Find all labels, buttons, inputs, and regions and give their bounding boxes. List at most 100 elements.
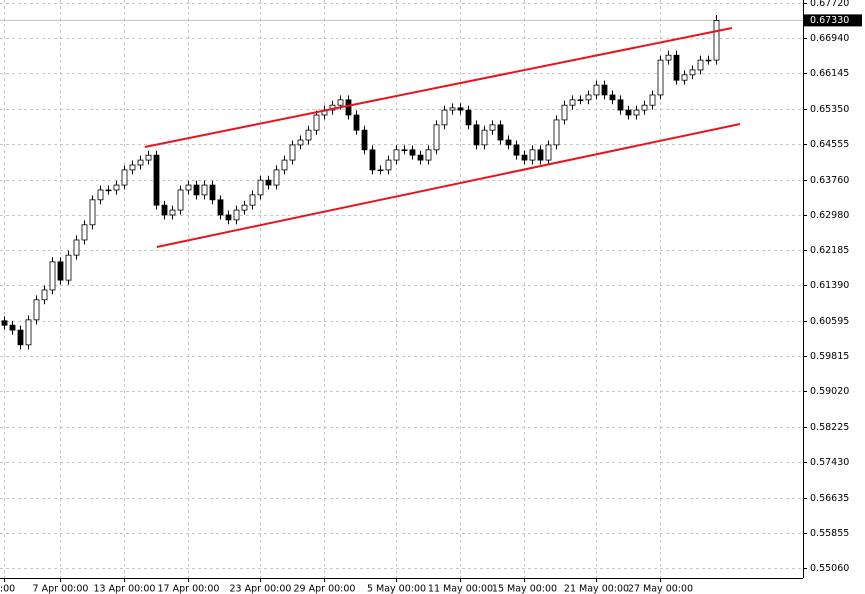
y-tick-label: 0.63760 xyxy=(810,175,849,186)
candle-body xyxy=(617,99,624,111)
y-tick-label: 0.66145 xyxy=(810,68,849,79)
x-tick-label: 15 May 00:00 xyxy=(492,584,557,594)
candle-body xyxy=(529,149,536,161)
y-tick-label: 0.64555 xyxy=(810,139,849,150)
candle-body xyxy=(57,261,64,281)
x-tick-label: 13 Apr 00:00 xyxy=(94,584,156,594)
candle-body xyxy=(681,74,688,81)
trendline xyxy=(144,27,733,148)
candle-body xyxy=(241,204,248,211)
candle-body xyxy=(481,129,488,146)
x-tick-label: 0:00 xyxy=(0,584,15,594)
y-tick-label: 0.66940 xyxy=(810,33,849,44)
candle-body xyxy=(1,320,8,326)
candle-body xyxy=(689,69,696,76)
candle-body xyxy=(569,99,576,106)
candle-body xyxy=(121,169,128,186)
y-tick-label: 0.59815 xyxy=(810,351,849,362)
candle-body xyxy=(201,184,208,196)
trendline xyxy=(156,123,741,248)
x-tick-label: 21 May 00:00 xyxy=(564,584,629,594)
candle-body xyxy=(161,204,168,216)
candle-body xyxy=(377,169,384,172)
y-tick-label: 0.62185 xyxy=(810,245,849,256)
candle-body xyxy=(177,189,184,211)
candle-body xyxy=(457,107,464,111)
y-tick-label: 0.57430 xyxy=(810,457,849,468)
candle-body xyxy=(625,109,632,116)
x-tick-label: 5 May 00:00 xyxy=(367,584,426,594)
candle-body xyxy=(673,54,680,81)
x-tick-label: 17 Apr 00:00 xyxy=(158,584,220,594)
x-tick-label: 11 May 00:00 xyxy=(428,584,493,594)
candle-body xyxy=(633,109,640,116)
y-tick-label: 0.62980 xyxy=(810,210,849,221)
candle-body xyxy=(417,154,424,161)
candle-body xyxy=(553,119,560,146)
candle-body xyxy=(25,319,32,346)
candle-body xyxy=(449,107,456,111)
candle-body xyxy=(609,94,616,101)
x-tick-label: 27 May 00:00 xyxy=(628,584,693,594)
y-tick-label: 0.67720 xyxy=(810,0,849,9)
candle-body xyxy=(537,149,544,161)
x-tick-label: 7 Apr 00:00 xyxy=(33,584,89,594)
candle-body xyxy=(409,149,416,156)
candle-body xyxy=(185,184,192,191)
candle-body xyxy=(649,94,656,106)
candle-body xyxy=(65,254,72,281)
candle-body xyxy=(433,124,440,151)
candle-body xyxy=(345,99,352,116)
candle-body xyxy=(697,59,704,71)
candle-body xyxy=(97,189,104,201)
candle-body xyxy=(337,99,344,106)
candle-body xyxy=(657,59,664,96)
candle-body xyxy=(105,189,112,192)
candle-body xyxy=(353,114,360,131)
candle-body xyxy=(297,139,304,146)
candle-body xyxy=(217,199,224,216)
y-tick-label: 0.59020 xyxy=(810,386,849,397)
candle-body xyxy=(113,184,120,191)
candle-body xyxy=(505,139,512,146)
candle-body xyxy=(129,164,136,171)
candle-body xyxy=(305,129,312,141)
candle-body xyxy=(81,224,88,241)
candle-body xyxy=(169,209,176,216)
candle-body xyxy=(145,154,152,161)
candle-body xyxy=(137,159,144,166)
y-tick-label: 0.55855 xyxy=(810,528,849,539)
candle-body xyxy=(665,54,672,61)
candle-body xyxy=(369,149,376,171)
candle-body xyxy=(401,149,408,152)
candle-body xyxy=(593,84,600,96)
candle-body xyxy=(441,109,448,126)
candle-body xyxy=(209,184,216,201)
candle-body xyxy=(289,144,296,161)
candle-body xyxy=(281,159,288,171)
candle-body xyxy=(641,104,648,111)
candle-body xyxy=(473,124,480,146)
candle-body xyxy=(41,289,48,301)
y-tick-label: 0.58225 xyxy=(810,422,849,433)
candle-body xyxy=(193,184,200,196)
current-price-label: 0.67330 xyxy=(810,15,849,26)
candle-body xyxy=(17,329,24,346)
candle-body xyxy=(73,239,80,256)
candle-body xyxy=(249,194,256,206)
candle-body xyxy=(273,169,280,186)
candle-body xyxy=(89,199,96,226)
candle-body xyxy=(513,144,520,156)
x-tick-label: 23 Apr 00:00 xyxy=(230,584,292,594)
candle-body xyxy=(33,299,40,321)
x-tick-label: 29 Apr 00:00 xyxy=(294,584,356,594)
candle-body xyxy=(49,261,56,291)
candle-body xyxy=(489,124,496,131)
y-tick-label: 0.65350 xyxy=(810,104,849,115)
candle-body xyxy=(425,149,432,161)
candle-body xyxy=(257,179,264,196)
candle-body xyxy=(521,154,528,161)
candle-body xyxy=(713,19,720,61)
